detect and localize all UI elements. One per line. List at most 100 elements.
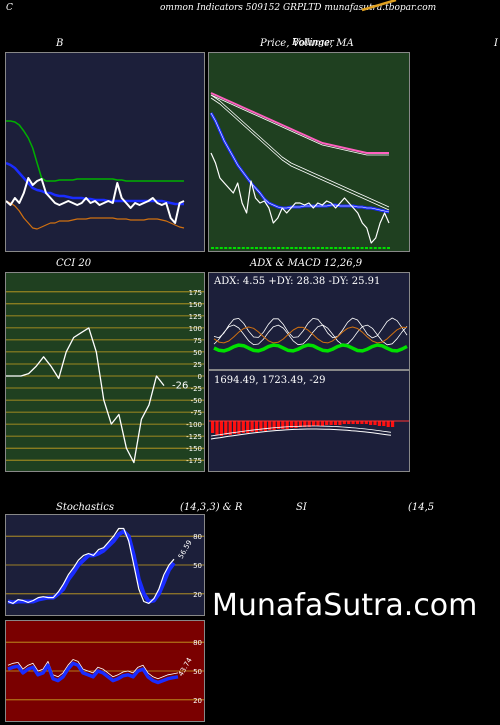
price-ma-white-line-b xyxy=(210,97,390,211)
adx-readout: ADX: 4.55 +DY: 28.38 -DY: 25.91 xyxy=(214,276,381,287)
macd-hist-bar xyxy=(241,421,245,433)
price-line xyxy=(210,152,390,244)
bollinger-lower-line xyxy=(5,200,185,230)
macd-hist-bar xyxy=(215,421,219,435)
price-pink-line xyxy=(210,92,389,154)
macd-hist-bar xyxy=(224,421,228,435)
cci-tick-label: 175 xyxy=(189,289,202,297)
price-pink-edge-line xyxy=(210,94,389,156)
volume-bar xyxy=(307,247,311,249)
cci-line xyxy=(6,327,165,464)
header-letter: C xyxy=(6,3,13,13)
cci-tick-label: 0 xyxy=(198,373,202,381)
macd-hist-bar xyxy=(386,421,390,427)
macd-hist-bar xyxy=(373,421,377,425)
macd-hist-bar xyxy=(382,421,386,426)
macd-hist-bar xyxy=(268,421,272,430)
cci-tick-label: 100 xyxy=(189,325,202,333)
macd-hist-bar xyxy=(294,421,298,428)
volume-bar xyxy=(219,247,223,249)
macd-hist-bar xyxy=(276,421,281,429)
volume-bar xyxy=(241,247,245,249)
si-tick-label: 20 xyxy=(193,697,202,705)
macd-hist-bar xyxy=(377,421,381,426)
macd-hist-bar xyxy=(254,421,259,432)
volume-bar xyxy=(378,247,382,249)
cci-panel: 175 150 125 100 75 50 25 0 -25 -50 -75 -100 -125 -150… xyxy=(5,272,205,472)
volume-bar xyxy=(387,247,390,249)
stoch-k-line xyxy=(7,527,175,605)
cci-tick-label: -100 xyxy=(186,421,202,429)
si-current-label: 43.74 xyxy=(177,656,194,678)
volume-bar xyxy=(351,247,355,249)
volume-bar xyxy=(255,247,258,249)
price-panel xyxy=(208,52,410,252)
macd-hist-bar xyxy=(228,421,232,435)
volume-bar xyxy=(277,247,280,249)
price-chart xyxy=(209,92,390,249)
macd-hist-bar xyxy=(312,421,316,426)
volume-bar xyxy=(365,247,368,249)
cci-tick-label: -150 xyxy=(186,445,202,453)
macd-hist-bar xyxy=(263,421,267,431)
volume-bar xyxy=(272,247,276,249)
macd-hist-bar xyxy=(285,421,289,429)
volume-bar xyxy=(246,247,250,249)
volume-bar xyxy=(250,247,254,249)
macd-hist-bar xyxy=(281,421,285,429)
macd-hist-bar xyxy=(246,421,250,433)
volume-bar xyxy=(347,247,351,249)
macd-hist-bar xyxy=(303,421,307,427)
stoch-panel: 80 50 20 56.59 xyxy=(5,514,205,616)
volume-bar xyxy=(211,247,214,249)
si-panel: 80 50 20 43.74 xyxy=(5,620,205,722)
si-chart: 80 50 20 43.74 xyxy=(6,639,204,705)
volume-bar xyxy=(285,247,289,249)
volume-bar xyxy=(303,247,307,249)
macd-hist-bar xyxy=(219,421,223,436)
macd-hist-bar xyxy=(259,421,263,431)
macd-hist-bar xyxy=(237,421,241,434)
stoch-current-label: 56.59 xyxy=(177,539,194,560)
cci-tick-label: 25 xyxy=(193,361,202,369)
si-tick-label: 80 xyxy=(193,639,202,647)
adx-line xyxy=(213,343,408,353)
volume-bar xyxy=(294,247,298,249)
macd-panel: 1694.49, 1723.49, -29 xyxy=(208,370,410,472)
macd-hist-bar xyxy=(391,421,395,427)
volume-bar xyxy=(338,247,342,249)
macd-line xyxy=(210,428,392,440)
adx-macd-title: ADX & MACD 12,26,9 xyxy=(250,258,363,269)
macd-hist-bar xyxy=(211,421,215,433)
macd-hist-bar xyxy=(272,421,276,430)
cci-title: CCI 20 xyxy=(56,258,92,269)
stoch-d-line xyxy=(7,529,176,605)
volume-bar xyxy=(233,247,236,249)
header-accent xyxy=(361,0,397,12)
volume-bar xyxy=(263,247,267,249)
adx-chart xyxy=(213,317,408,353)
stoch-tick-label: 50 xyxy=(193,562,202,570)
macd-hist-bar xyxy=(233,421,237,434)
watermark: MunafaSutra.com xyxy=(212,588,478,623)
macd-hist-bar xyxy=(364,421,368,424)
macd-hist-bar xyxy=(298,421,302,427)
header-title: ommon Indicators 509152 GRPLTD munafasut… xyxy=(160,3,437,13)
volume-bar xyxy=(268,247,272,249)
cci-tick-label: 50 xyxy=(193,349,202,357)
cci-tick-label: 150 xyxy=(189,301,202,309)
macd-hist-bar xyxy=(347,421,351,424)
price-ma-blue-core-line xyxy=(210,112,390,213)
stoch-title-right: (14,3,3) & R xyxy=(180,502,243,513)
macd-hist-bar xyxy=(333,421,338,425)
cci-tick-label: -75 xyxy=(191,409,202,417)
macd-hist-bar xyxy=(250,421,254,432)
volume-bar xyxy=(224,247,228,249)
macd-hist-bar xyxy=(329,421,333,425)
volume-bar xyxy=(237,247,241,249)
cci-current-label: -26 xyxy=(172,381,188,392)
macd-hist-bar xyxy=(338,421,342,425)
volume-bar xyxy=(369,247,373,249)
adx-panel: ADX: 4.55 +DY: 28.38 -DY: 25.91 xyxy=(208,272,410,370)
bollinger-price-line xyxy=(5,177,185,224)
